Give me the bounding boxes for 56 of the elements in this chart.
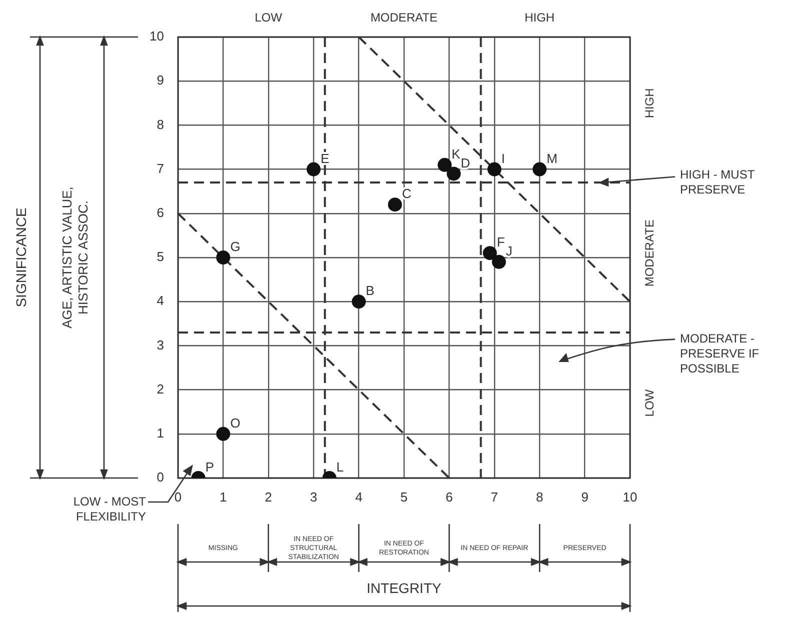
annotation: O	[230, 415, 240, 430]
y-tick-label: 4	[156, 293, 164, 308]
annotation: D	[460, 155, 470, 170]
x-tick-label: 5	[400, 489, 408, 504]
x-tick-label: 4	[355, 489, 362, 504]
text: INTEGRITY	[366, 580, 442, 596]
point	[216, 250, 230, 264]
annotation: J	[506, 243, 512, 258]
point	[438, 158, 452, 172]
y-tick-label: 6	[156, 204, 164, 220]
point	[352, 294, 366, 309]
x-tick-label: 2	[264, 489, 272, 504]
point	[492, 254, 506, 269]
y-tick-label: 5	[156, 249, 164, 264]
text: AGE, ARTISTIC VALUE, HISTORIC ASSOC.	[60, 186, 91, 328]
annotation: B	[366, 283, 374, 298]
y-tick-label: 1	[156, 425, 164, 440]
x-tick-label: 9	[581, 489, 588, 504]
annotation: L	[336, 460, 344, 475]
x-tick-label: 0	[174, 489, 182, 504]
text: HIGH	[642, 88, 656, 118]
text: SIGNIFICANCE	[12, 208, 29, 308]
x-tick-label: 3	[310, 489, 318, 504]
y-tick-label: 9	[156, 72, 164, 88]
y-tick-label: 10	[150, 28, 164, 44]
annotation: G	[230, 239, 240, 254]
y-tick-label: 7	[156, 160, 164, 176]
point	[487, 162, 502, 176]
point	[446, 166, 461, 181]
annotation: P	[205, 460, 214, 475]
x-tick-label: 6	[446, 489, 453, 504]
point	[482, 246, 497, 260]
text: LOW	[254, 10, 283, 24]
y-tick-label: 2	[156, 381, 164, 396]
annotation: F	[496, 234, 505, 250]
annotation: M	[546, 150, 558, 166]
x-tick-label: 7	[490, 489, 498, 504]
text: MODERATE - PRESERVE IF POSSIBLE	[680, 332, 760, 376]
text: LOW	[642, 388, 656, 417]
text: MODERATE	[642, 220, 656, 287]
ref-line-label: HIGH - MUST PRESERVE	[680, 167, 756, 196]
y-tick-label: 0	[156, 470, 164, 485]
point	[216, 426, 230, 441]
y-tick-label: 3	[156, 337, 164, 352]
point	[532, 162, 547, 176]
annotation: K	[452, 146, 461, 162]
text: HIGH	[524, 10, 555, 24]
point	[388, 198, 402, 212]
text: LOW - MOST FLEXIBILITY	[73, 494, 147, 524]
y-tick-label: 8	[156, 116, 164, 132]
text: MODERATE	[370, 10, 438, 24]
x-tick-label: 8	[536, 489, 544, 504]
x-tick-label: 1	[220, 489, 227, 504]
annotation: I	[501, 150, 506, 166]
point	[306, 162, 321, 176]
x-tick-label: 10	[622, 489, 638, 504]
